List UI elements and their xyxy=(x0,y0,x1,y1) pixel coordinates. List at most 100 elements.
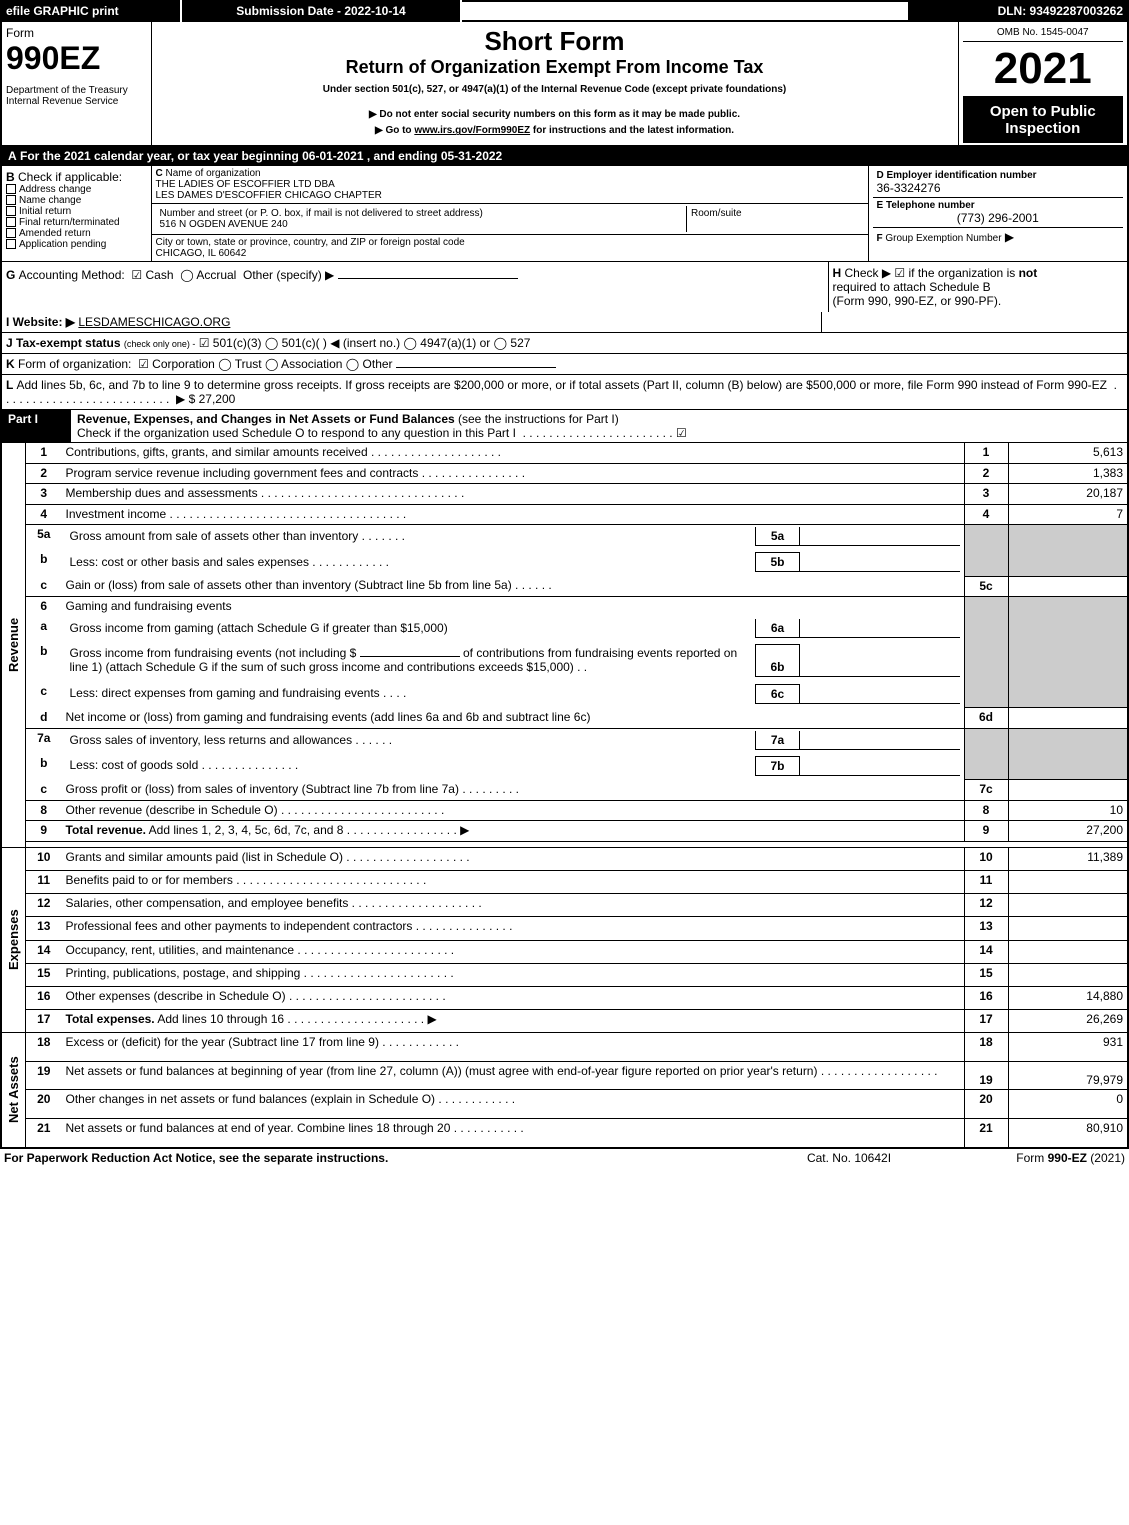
ln-12: 12 xyxy=(26,894,62,917)
ln-6a: a xyxy=(26,617,62,642)
val-18: 931 xyxy=(1008,1033,1128,1062)
val-19: 79,979 xyxy=(1008,1061,1128,1090)
ln-21: 21 xyxy=(26,1119,62,1148)
ln-5b: b xyxy=(26,550,62,576)
form-header: Form 990EZ Department of the Treasury In… xyxy=(0,22,1129,147)
ln-7a: 7a xyxy=(26,728,62,753)
val-2: 1,383 xyxy=(1008,463,1128,484)
ln-5c: c xyxy=(26,576,62,597)
val-1: 5,613 xyxy=(1008,443,1128,463)
val-8: 10 xyxy=(1008,800,1128,821)
cb-amended[interactable]: Amended return xyxy=(19,228,91,239)
ln-16: 16 xyxy=(26,986,62,1009)
dept-irs: Internal Revenue Service xyxy=(6,96,147,107)
ln-17: 17 xyxy=(26,1009,62,1032)
omb: OMB No. 1545-0047 xyxy=(963,24,1124,42)
val-10: 11,389 xyxy=(1008,848,1128,871)
val-9: 27,200 xyxy=(1008,821,1128,842)
ln-18: 18 xyxy=(26,1033,62,1062)
ln-15: 15 xyxy=(26,963,62,986)
b-label: Check if applicable: xyxy=(18,170,122,184)
ln-20: 20 xyxy=(26,1090,62,1119)
e-label: Telephone number xyxy=(886,200,975,211)
street: 516 N OGDEN AVENUE 240 xyxy=(160,219,683,230)
irs-link[interactable]: www.irs.gov/Form990EZ xyxy=(414,125,530,136)
k-options[interactable]: ☑ Corporation ◯ Trust ◯ Association ◯ Ot… xyxy=(138,357,392,371)
form-word: Form xyxy=(6,26,147,40)
ln-1: 1 xyxy=(26,443,62,463)
f-arrow: ▶ xyxy=(1005,230,1014,244)
cb-name-change[interactable]: Name change xyxy=(19,195,81,206)
val-21: 80,910 xyxy=(1008,1119,1128,1148)
gh-block: G Accounting Method: ☑ Cash ◯ Accrual Ot… xyxy=(0,261,1129,312)
section-expenses: Expenses xyxy=(6,850,21,1030)
c-label: Name of organization xyxy=(166,168,261,179)
main-title: Return of Organization Exempt From Incom… xyxy=(156,57,954,78)
org-name-2: LES DAMES D'ESCOFFIER CHICAGO CHAPTER xyxy=(156,190,864,201)
ln-9: 9 xyxy=(26,821,62,842)
ln-13: 13 xyxy=(26,917,62,940)
ln-10: 10 xyxy=(26,848,62,871)
cb-address-change[interactable]: Address change xyxy=(19,184,91,195)
i-label: Website: ▶ xyxy=(13,315,75,329)
val-3: 20,187 xyxy=(1008,484,1128,505)
val-4: 7 xyxy=(1008,504,1128,525)
h-text2: required to attach Schedule B xyxy=(833,280,991,294)
f-label: Group Exemption Number xyxy=(885,233,1001,244)
h-text3: (Form 990, 990-EZ, or 990-PF). xyxy=(833,294,1002,308)
efile-print[interactable]: efile GRAPHIC print xyxy=(1,1,181,21)
tax-year: 2021 xyxy=(963,42,1124,97)
open-inspection: Open to Public Inspection xyxy=(963,97,1124,143)
form-number: 990EZ xyxy=(6,40,147,77)
ln-4: 4 xyxy=(26,504,62,525)
street-label: Number and street (or P. O. box, if mail… xyxy=(160,208,683,219)
footer-form: 990-EZ xyxy=(1048,1151,1087,1165)
ln-2: 2 xyxy=(26,463,62,484)
line-a: A For the 2021 calendar year, or tax yea… xyxy=(0,147,1129,166)
ln-5a: 5a xyxy=(26,525,62,550)
part1-heading: Revenue, Expenses, and Changes in Net As… xyxy=(77,412,455,426)
ln-6: 6 xyxy=(26,597,62,617)
subtitle: Under section 501(c), 527, or 4947(a)(1)… xyxy=(156,84,954,95)
ln-11: 11 xyxy=(26,871,62,894)
l-text: Add lines 5b, 6c, and 7b to line 9 to de… xyxy=(16,378,1107,392)
submission-date: Submission Date - 2022-10-14 xyxy=(181,1,461,21)
cb-final-return[interactable]: Final return/terminated xyxy=(19,217,120,228)
line-a-text: For the 2021 calendar year, or tax year … xyxy=(20,149,502,163)
ln-8: 8 xyxy=(26,800,62,821)
dln: DLN: 93492287003262 xyxy=(908,1,1128,21)
section-netassets: Net Assets xyxy=(6,1035,21,1145)
topbar: efile GRAPHIC print Submission Date - 20… xyxy=(0,0,1129,22)
room-label: Room/suite xyxy=(687,206,864,232)
g-accrual[interactable]: Accrual xyxy=(196,268,236,282)
ij-block: I Website: ▶ LESDAMESCHICAGO.ORG J Tax-e… xyxy=(0,312,1129,354)
short-form: Short Form xyxy=(156,26,954,57)
cb-app-pending[interactable]: Application pending xyxy=(19,239,106,250)
val-20: 0 xyxy=(1008,1090,1128,1119)
ln-19: 19 xyxy=(26,1061,62,1090)
section-revenue: Revenue xyxy=(6,445,21,845)
g-label: Accounting Method: xyxy=(19,268,125,282)
phone: (773) 296-2001 xyxy=(877,211,1120,225)
j-label: Tax-exempt status xyxy=(16,336,120,350)
g-other[interactable]: Other (specify) ▶ xyxy=(243,268,334,282)
j-options[interactable]: ☑ 501(c)(3) ◯ 501(c)( ) ◀ (insert no.) ◯… xyxy=(199,336,531,350)
h-text1: Check ▶ ☑ if the organization is xyxy=(845,266,1019,280)
city-label: City or town, state or province, country… xyxy=(156,237,864,248)
cb-initial-return[interactable]: Initial return xyxy=(19,206,71,217)
part1-label: Part I xyxy=(1,410,71,443)
l-value: ▶ $ 27,200 xyxy=(176,392,235,406)
footer-cat: Cat. No. 10642I xyxy=(749,1149,949,1167)
ln-3: 3 xyxy=(26,484,62,505)
ein: 36-3324276 xyxy=(877,181,1120,195)
website-link[interactable]: LESDAMESCHICAGO.ORG xyxy=(78,315,230,329)
part1-table: Revenue 1 Contributions, gifts, grants, … xyxy=(0,443,1129,1149)
dept-treasury: Department of the Treasury xyxy=(6,85,147,96)
goto-line: ▶ Go to www.irs.gov/Form990EZ for instru… xyxy=(151,123,958,140)
g-cash[interactable]: Cash xyxy=(146,268,174,282)
ln-14: 14 xyxy=(26,940,62,963)
page-footer: For Paperwork Reduction Act Notice, see … xyxy=(0,1149,1129,1167)
entity-block: B Check if applicable: Address change Na… xyxy=(0,166,1129,261)
part1-check-line: Check if the organization used Schedule … xyxy=(77,426,516,440)
ln-7c: c xyxy=(26,780,62,801)
